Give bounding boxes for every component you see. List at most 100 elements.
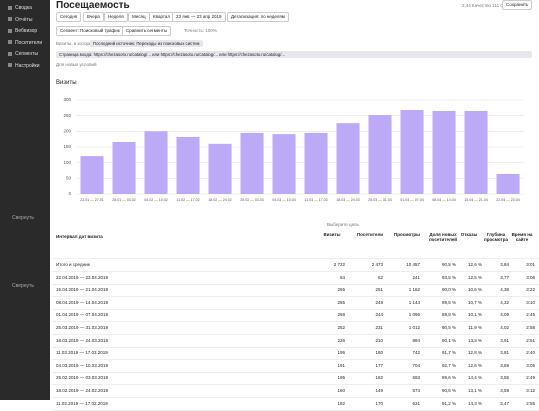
nav-item[interactable]: Настройки: [8, 63, 40, 69]
column-header[interactable]: Визиты: [323, 232, 341, 237]
row-line: [52, 283, 539, 285]
segment-select[interactable]: Сегмент: Поисковый трафик: [56, 26, 124, 36]
y-tick-label: 0: [68, 191, 71, 196]
y-tick-label: 50: [66, 176, 72, 181]
bar: [112, 141, 136, 194]
cell: 1 144: [408, 299, 420, 305]
cell: 4,09: [500, 312, 509, 318]
column-header[interactable]: Посетители: [356, 232, 384, 237]
bar: [144, 131, 168, 194]
cell: 3:05: [526, 362, 535, 368]
collapse-button[interactable]: Свернуть: [12, 215, 34, 221]
y-tick-label: 300: [63, 97, 71, 102]
row-label: 18.02.2019 — 24.02.2019: [56, 388, 109, 393]
cell: 3,55: [500, 375, 509, 381]
cell: 10,1 %: [467, 312, 482, 318]
cell: 90,5 %: [441, 262, 456, 267]
row-line: [52, 334, 539, 335]
nav-item[interactable]: Сегменты: [8, 51, 38, 57]
nav-item[interactable]: Вебвизор: [8, 28, 37, 34]
cell: 3,91: [500, 337, 509, 343]
row-label: 22.04.2019 — 23.04.2019: [56, 274, 109, 280]
cell: 89,6 %: [441, 375, 456, 381]
y-tick-label: 250: [63, 113, 71, 118]
accuracy[interactable]: Точность: 100%: [184, 28, 217, 33]
cell: 195: [337, 375, 345, 381]
cell: 1 162: [408, 287, 420, 293]
cell: 91,7 %: [441, 350, 456, 356]
cell: 64: [339, 274, 345, 280]
bar: [304, 132, 328, 194]
period-button[interactable]: Месяц: [128, 12, 150, 22]
collapse-button[interactable]: Свернуть: [12, 283, 34, 289]
cell: 90,6 %: [441, 388, 456, 393]
cell: 3:06: [526, 274, 535, 280]
cell: 231: [375, 325, 383, 330]
y-tick-label: 200: [63, 129, 71, 134]
compare-button[interactable]: Сравнить сегменты: [122, 26, 172, 36]
cell: 884: [412, 337, 420, 343]
cell: 149: [375, 388, 383, 393]
period-button[interactable]: Квартал: [149, 12, 175, 22]
row-line: [52, 321, 539, 323]
column-header[interactable]: Время на сайте: [511, 232, 533, 242]
x-tick-label: 01.04 — 07.04: [400, 198, 424, 202]
cell: 2:51: [526, 337, 535, 343]
entry-filter[interactable]: Страница входа: https://chezasoto.ru/cat…: [56, 51, 532, 58]
header-line: [52, 258, 539, 259]
row-line: [52, 409, 539, 411]
cell: 4,02: [500, 325, 509, 330]
y-tick-label: 150: [63, 144, 71, 149]
row-label: 11.03.2019 — 17.03.2019: [56, 350, 108, 356]
row-label: 11.02.2019 — 17.02.2019: [56, 400, 108, 406]
page: Посещаемость html, body { margin: 0; pad…: [0, 0, 539, 400]
cell: 177: [375, 362, 383, 368]
main: Посещаемость 2,44 Качество 111 000 Сохра…: [52, 0, 539, 411]
nav-item[interactable]: Отчёты: [8, 17, 32, 23]
cell: 10 457: [406, 262, 420, 267]
period-button[interactable]: Вчера: [83, 12, 104, 22]
period-button[interactable]: Неделя: [104, 12, 128, 22]
cell: 4,38: [500, 287, 509, 293]
cell: 2:40: [526, 350, 535, 356]
source-filter[interactable]: Последний источник: Переходы из поисковы…: [90, 40, 203, 47]
bar: [336, 123, 360, 194]
x-tick-label: 28.01 — 03.02: [112, 198, 136, 202]
row-label: 18.03.2019 — 24.03.2019: [56, 337, 109, 343]
x-tick-label: 25.02 — 03.03: [240, 198, 264, 202]
period-button[interactable]: Сегодня: [56, 12, 82, 22]
column-header[interactable]: Отказы: [460, 232, 478, 237]
goal-select[interactable]: Выберите цель: [327, 222, 359, 227]
cell: 2:55: [526, 400, 535, 406]
cell: 574: [412, 388, 420, 393]
column-header[interactable]: Просмотры: [394, 232, 420, 237]
row-label: 15.04.2019 — 21.04.2019: [56, 287, 109, 293]
row-label: 25.02.2019 — 03.03.2019: [56, 375, 109, 381]
cell: 1 012: [408, 325, 420, 330]
x-tick-label: 08.04 — 14.04: [432, 198, 456, 202]
row-line: [52, 271, 539, 272]
date-range[interactable]: 23 янв — 23 апр 2019: [172, 12, 226, 22]
group-header[interactable]: Интервал дат визита: [56, 234, 103, 239]
nav-item[interactable]: Посетители: [8, 40, 42, 46]
cell: 2:58: [526, 325, 535, 330]
cell: 3,81: [500, 350, 509, 356]
column-header[interactable]: Глубина просмотра: [483, 232, 509, 242]
cell: 3:01: [526, 262, 535, 267]
save-button[interactable]: Сохранить: [502, 0, 533, 10]
cell: 1 096: [408, 312, 420, 318]
add-condition[interactable]: Для новых условий: [56, 62, 97, 67]
detail-select[interactable]: Детализация: по неделям: [227, 12, 289, 22]
cell: 180: [375, 350, 383, 356]
row-line: [52, 384, 539, 386]
cell: 12,6 %: [467, 262, 482, 267]
nav-item[interactable]: Сводка: [8, 5, 32, 11]
row-line: [52, 346, 539, 348]
cell: 89,8 %: [441, 312, 456, 318]
cell: 4,32: [500, 299, 509, 305]
cell: 160: [337, 388, 345, 393]
row-label: 08.04.2019 — 14.04.2019: [56, 299, 109, 305]
cell: 3,59: [500, 388, 509, 393]
bar: [400, 110, 424, 194]
column-header[interactable]: Доля новых посетителей: [428, 232, 458, 242]
